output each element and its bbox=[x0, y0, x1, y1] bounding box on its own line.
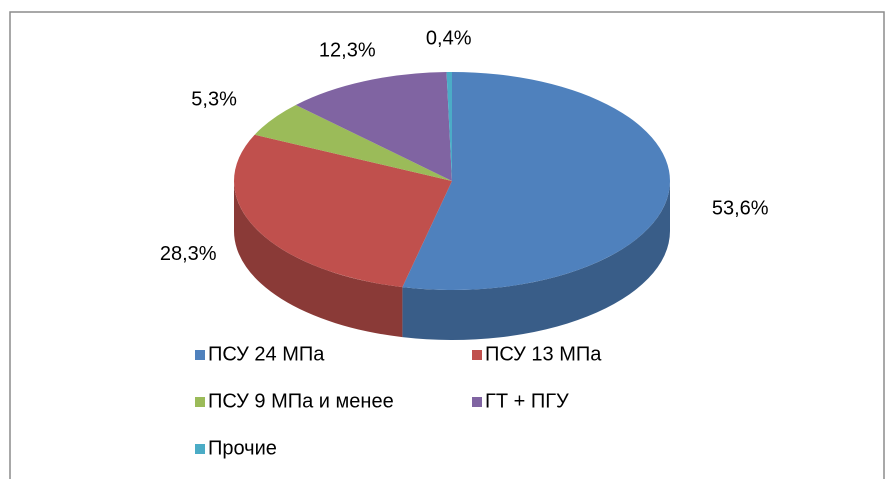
legend-label: ГТ + ПГУ bbox=[485, 390, 569, 412]
legend-swatch bbox=[472, 397, 482, 407]
data-label: 0,4% bbox=[426, 28, 472, 50]
pie-slice-side bbox=[402, 181, 670, 340]
legend-label: ПСУ 13 МПа bbox=[485, 343, 602, 365]
legend-label: ПСУ 9 МПа и менее bbox=[208, 390, 394, 412]
data-label: 28,3% bbox=[160, 243, 217, 265]
data-label: 5,3% bbox=[191, 89, 237, 111]
pie-slice bbox=[234, 134, 452, 288]
legend-swatch bbox=[472, 350, 482, 360]
data-label: 53,6% bbox=[712, 198, 769, 220]
legend-swatch bbox=[195, 397, 205, 407]
pie-slice bbox=[254, 104, 452, 181]
pie-slice bbox=[446, 72, 452, 181]
pie-slice bbox=[295, 72, 452, 181]
legend-label: Прочие bbox=[208, 437, 277, 459]
data-label: 12,3% bbox=[319, 39, 376, 61]
legend-label: ПСУ 24 МПа bbox=[208, 343, 325, 365]
pie-slice-side bbox=[234, 181, 403, 338]
pie-slice bbox=[402, 72, 671, 290]
legend-swatch bbox=[195, 350, 205, 360]
legend-swatch bbox=[195, 444, 205, 454]
